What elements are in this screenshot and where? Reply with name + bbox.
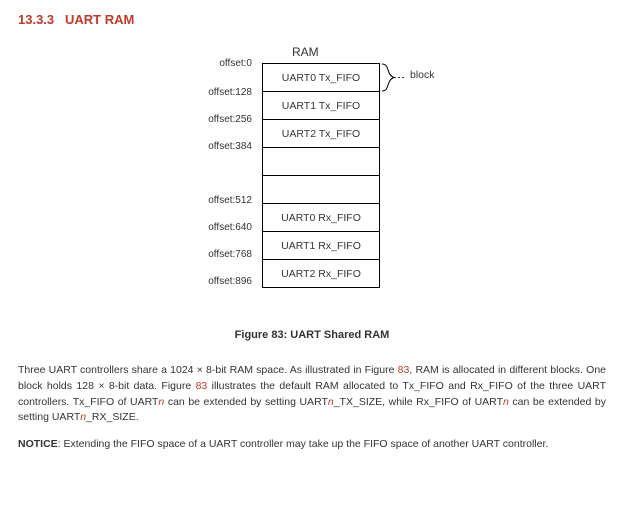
ram-row: UART2 Rx_FIFO [263,260,380,288]
figure-ref: 83 [398,364,410,376]
offset-label: offset:128 [152,87,252,98]
offset-label: offset:640 [152,222,252,233]
ram-row: UART2 Tx_FIFO [263,120,380,148]
offset-label: offset:256 [152,114,252,125]
ram-cell [263,148,380,176]
ram-diagram: RAM UART0 Tx_FIFO UART1 Tx_FIFO UART2 Tx… [152,45,472,315]
offset-label: offset:768 [152,249,252,260]
offset-label: offset:384 [152,141,252,152]
ram-row: UART0 Rx_FIFO [263,204,380,232]
ram-cell: UART0 Tx_FIFO [263,64,380,92]
brace-icon [382,63,412,92]
page: 13.3.3 UART RAM RAM UART0 Tx_FIFO UART1 … [0,0,624,483]
notice-paragraph: NOTICE: Extending the FIFO space of a UA… [18,437,606,453]
ram-cell: UART0 Rx_FIFO [263,204,380,232]
text: Three UART controllers share a 1024 × 8-… [18,364,398,376]
ram-table: UART0 Tx_FIFO UART1 Tx_FIFO UART2 Tx_FIF… [262,63,380,288]
section-number: 13.3.3 [18,12,54,27]
ram-row [263,148,380,176]
notice-label: NOTICE [18,438,58,450]
section-heading: 13.3.3 UART RAM [18,12,606,27]
text: _RX_SIZE. [86,411,139,423]
description-paragraph: Three UART controllers share a 1024 × 8-… [18,363,606,426]
ram-row: UART1 Tx_FIFO [263,92,380,120]
text: can be extended by setting UART [164,396,328,408]
notice-text: : Extending the FIFO space of a UART con… [58,438,549,450]
figure-caption: Figure 83: UART Shared RAM [235,329,390,341]
offset-label: offset:512 [152,195,252,206]
ram-title: RAM [292,45,319,59]
offset-label: offset:896 [152,276,252,287]
block-label: block [410,69,435,81]
ram-cell: UART1 Tx_FIFO [263,92,380,120]
figure-ref: 83 [196,380,208,392]
section-title: UART RAM [65,12,134,27]
ram-row: UART1 Rx_FIFO [263,232,380,260]
text: _TX_SIZE, while Rx_FIFO of UART [334,396,503,408]
ram-row [263,176,380,204]
ram-cell: UART1 Rx_FIFO [263,232,380,260]
ram-cell: UART2 Rx_FIFO [263,260,380,288]
offset-label: offset:0 [152,58,252,69]
ram-row: UART0 Tx_FIFO [263,64,380,92]
ram-cell [263,176,380,204]
ram-cell: UART2 Tx_FIFO [263,120,380,148]
figure-container: RAM UART0 Tx_FIFO UART1 Tx_FIFO UART2 Tx… [18,45,606,341]
